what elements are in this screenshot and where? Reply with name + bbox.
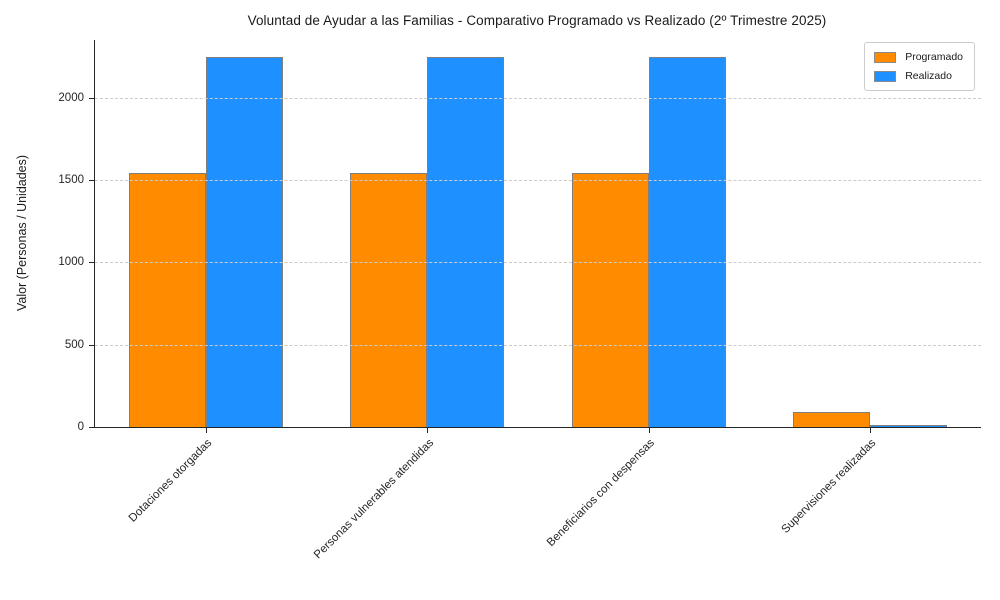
gridline-y-1500 xyxy=(95,179,981,181)
legend-item-programado: Programado xyxy=(874,51,963,63)
chart-title: Voluntad de Ayudar a las Familias - Comp… xyxy=(247,13,827,28)
bar-programado-2 xyxy=(350,172,428,427)
legend-item-realizado: Realizado xyxy=(874,70,963,82)
legend: Programado Realizado xyxy=(864,42,975,91)
y-tick-mark-500 xyxy=(89,344,95,346)
bar-realizado-1 xyxy=(205,57,283,427)
x-tick-label-2: Personas vulnerables atendidas xyxy=(311,437,436,562)
x-tick-label-3: Beneficiarios con despensas xyxy=(545,437,658,550)
x-tick-mark-4 xyxy=(870,427,872,433)
bar-realizado-4 xyxy=(870,424,948,427)
y-tick-mark-1500 xyxy=(89,179,95,181)
y-tick-label-1000: 1000 xyxy=(58,256,84,269)
x-tick-mark-1 xyxy=(205,427,207,433)
y-tick-label-2000: 2000 xyxy=(58,91,84,104)
y-tick-label-0: 0 xyxy=(77,421,84,433)
y-tick-mark-0 xyxy=(89,427,95,428)
bar-programado-4 xyxy=(793,412,871,427)
gridline-y-500 xyxy=(95,344,981,346)
x-tick-label-4: Supervisiones realizadas xyxy=(779,437,879,536)
y-tick-label-1500: 1500 xyxy=(58,173,84,186)
plot-area: 0 500 1000 1500 2000 Dotaciones otorgadas Pers… xyxy=(58,40,981,561)
x-tick-mark-3 xyxy=(648,427,650,433)
x-tick-mark-2 xyxy=(427,427,429,433)
bar-programado-1 xyxy=(128,172,206,427)
bar-realizado-3 xyxy=(648,57,726,427)
x-tick-label-1: Dotaciones otorgadas xyxy=(126,437,215,525)
y-tick-mark-2000 xyxy=(89,97,95,99)
legend-swatch-realizado xyxy=(874,70,897,82)
legend-label-programado: Programado xyxy=(905,51,963,63)
y-tick-mark-1000 xyxy=(89,262,95,264)
y-axis-label: Valor (Personas / Unidades) xyxy=(15,154,29,312)
bar-programado-3 xyxy=(571,172,649,427)
bar-realizado-2 xyxy=(427,57,505,427)
gridline-y-2000 xyxy=(95,97,981,99)
gridline-y-1000 xyxy=(95,262,981,264)
legend-swatch-programado xyxy=(874,51,897,63)
legend-label-realizado: Realizado xyxy=(905,70,952,82)
y-tick-label-500: 500 xyxy=(64,338,84,351)
